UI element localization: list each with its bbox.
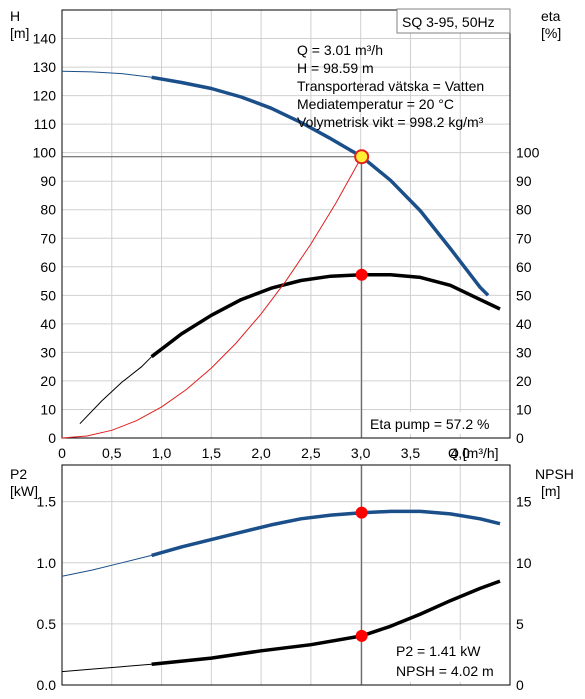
top-left-tick-label: 10 xyxy=(40,401,56,417)
top-left-axis-label: H xyxy=(10,8,20,24)
bottom-left-tick-label: 1.0 xyxy=(37,555,57,571)
top-left-tick-label: 130 xyxy=(33,59,57,75)
bottom-info-box xyxy=(390,640,508,682)
top-right-tick-label: 60 xyxy=(516,259,532,275)
top-left-tick-label: 90 xyxy=(40,173,56,189)
bottom-left-axis-label: P2 xyxy=(10,466,27,482)
top-x-tick-label: 1,5 xyxy=(202,445,222,461)
top-x-tick-label: 3,5 xyxy=(401,445,421,461)
top-left-tick-label: 70 xyxy=(40,230,56,246)
eta-pump-label: Eta pump = 57.2 % xyxy=(370,416,489,432)
top-right-tick-label: 30 xyxy=(516,344,532,360)
top-right-tick-label: 20 xyxy=(516,373,532,389)
bottom-grid xyxy=(61,465,511,686)
bottom-series-1-thick-line xyxy=(151,579,501,666)
bottom-right-axis-unit: [m] xyxy=(541,483,560,499)
info-line-h: H = 98.59 m xyxy=(297,60,374,76)
top-right-tick-label: 100 xyxy=(516,145,540,161)
top-right-tick-label: 70 xyxy=(516,230,532,246)
info-line-q: Q = 3.01 m³/h xyxy=(297,42,383,58)
top-plot-frame xyxy=(61,9,511,439)
info-line-npsh: NPSH = 4.02 m xyxy=(396,663,494,679)
bottom-left-tick-label: 0.5 xyxy=(37,616,57,632)
bottom-right-tick-label: 0 xyxy=(516,677,524,693)
top-x-tick-label: 0 xyxy=(58,445,66,461)
bottom-left-tick-label: 1.5 xyxy=(37,494,57,510)
top-left-tick-label: 0 xyxy=(48,430,56,446)
top-right-tick-label: 90 xyxy=(516,173,532,189)
top-right-tick-label: 0 xyxy=(516,430,524,446)
top-x-tick-label: 2,5 xyxy=(301,445,321,461)
top-op-marker-eta xyxy=(355,268,368,281)
top-x-axis-label: Q [m³/h] xyxy=(448,445,499,461)
top-x-tick-label: 4,0 xyxy=(450,445,470,461)
bottom-right-tick-label: 15 xyxy=(516,494,532,510)
chart-title: SQ 3-95, 50Hz xyxy=(402,14,495,30)
top-left-tick-label: 30 xyxy=(40,344,56,360)
top-left-tick-label: 60 xyxy=(40,259,56,275)
top-right-tick-label: 10 xyxy=(516,401,532,417)
eta-label-box xyxy=(365,412,505,434)
bottom-series-1-thin-line xyxy=(61,663,152,673)
bottom-op-marker-npsh xyxy=(355,629,368,642)
bottom-op-marker-p2 xyxy=(355,506,368,519)
bottom-right-tick-label: 10 xyxy=(516,555,532,571)
top-right-axis-label: eta xyxy=(541,8,561,24)
top-series-0-thin-line xyxy=(61,70,152,78)
top-left-tick-label: 100 xyxy=(33,145,57,161)
title-box xyxy=(396,8,511,34)
bottom-right-tick-label: 5 xyxy=(516,616,524,632)
top-right-axis-unit: [%] xyxy=(541,25,561,41)
bottom-right-axis-label: NPSH xyxy=(535,466,574,482)
top-series-2-thin-line xyxy=(61,156,363,439)
info-line-fluid: Transporterad vätska = Vatten xyxy=(297,78,484,94)
top-series-1-thin-line xyxy=(79,356,152,425)
top-x-tick-label: 3,0 xyxy=(351,445,371,461)
top-grid xyxy=(61,10,511,439)
bottom-series-0-thick-line xyxy=(151,509,501,558)
bottom-left-tick-label: 0.0 xyxy=(37,677,57,693)
top-right-tick-label: 50 xyxy=(516,287,532,303)
top-left-tick-label: 120 xyxy=(33,88,57,104)
info-line-p2: P2 = 1.41 kW xyxy=(396,643,481,659)
top-x-tick-label: 1,0 xyxy=(152,445,172,461)
bottom-plot-frame xyxy=(61,464,511,686)
top-series-1-thick-line xyxy=(150,273,501,359)
top-left-axis-unit: [m] xyxy=(10,25,29,41)
info-line-density: Volymetrisk vikt = 998.2 kg/m³ xyxy=(297,114,484,130)
top-x-tick-label: 0,5 xyxy=(102,445,122,461)
info-line-temperature: Mediatemperatur = 20 °C xyxy=(297,96,454,112)
top-right-tick-label: 80 xyxy=(516,202,532,218)
top-left-tick-label: 80 xyxy=(40,202,56,218)
bottom-left-axis-unit: [kW] xyxy=(10,483,38,499)
top-left-tick-label: 110 xyxy=(34,116,57,132)
top-right-tick-label: 40 xyxy=(516,316,532,332)
top-left-tick-label: 20 xyxy=(40,373,56,389)
top-series-0-thick-line xyxy=(151,75,490,297)
bottom-series-0-thin-line xyxy=(61,554,152,577)
top-left-tick-label: 50 xyxy=(40,287,56,303)
top-op-marker-head xyxy=(354,149,370,165)
top-x-tick-label: 2,0 xyxy=(251,445,271,461)
top-left-tick-label: 140 xyxy=(33,31,57,47)
top-left-tick-label: 40 xyxy=(40,316,56,332)
